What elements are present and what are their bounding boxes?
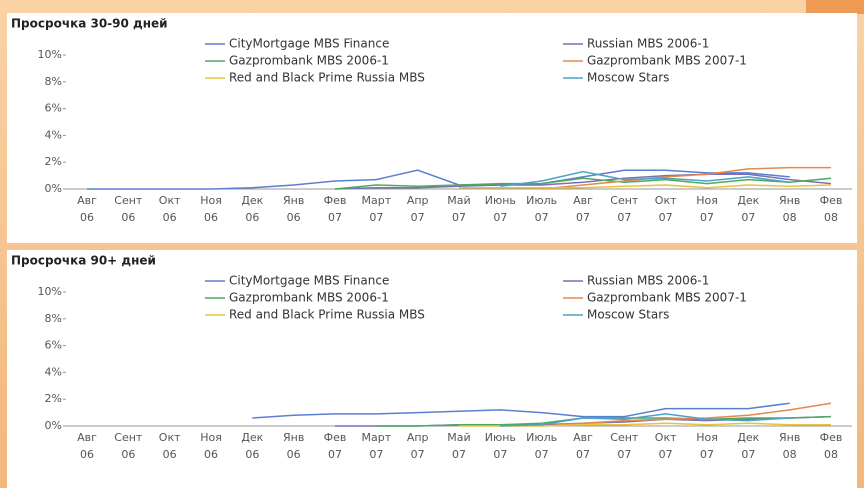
x-tick-label: Фев 08 <box>820 431 843 461</box>
x-tick-label: Окт 07 <box>655 194 677 224</box>
x-tick-label: Дек 07 <box>737 194 759 224</box>
y-tick-label: 4% <box>45 128 62 141</box>
y-tick-label: 4% <box>45 365 62 378</box>
x-tick-label: Июль 07 <box>526 194 557 224</box>
x-tick-label: Окт 06 <box>159 194 181 224</box>
legend-label: Russian MBS 2006-1 <box>587 274 709 288</box>
legend-label: CityMortgage MBS Finance <box>229 274 389 288</box>
legend-label: Gazprombank MBS 2007-1 <box>587 54 747 68</box>
legend-label: Moscow Stars <box>587 71 669 85</box>
series-line <box>500 413 790 427</box>
x-tick-label: Ноя 07 <box>696 431 718 461</box>
x-tick-label: Апр 07 <box>407 194 429 224</box>
y-tick-label: 0% <box>45 182 62 195</box>
x-tick-label: Сент 07 <box>610 194 639 224</box>
x-tick-label: Авг 06 <box>77 194 97 224</box>
x-tick-label: Сент 07 <box>610 431 639 461</box>
series-line <box>252 402 790 419</box>
series-line <box>541 166 831 190</box>
y-tick-label: 6% <box>45 102 62 115</box>
y-tick-label: 10% <box>38 48 62 61</box>
y-tick-label: 0% <box>45 419 62 432</box>
x-tick-label: Фев 08 <box>820 194 843 224</box>
x-tick-label: Июнь 07 <box>485 194 516 224</box>
legend-label: Gazprombank MBS 2006-1 <box>229 291 389 305</box>
legend-label: Red and Black Prime Russia MBS <box>229 308 425 322</box>
series-line <box>459 184 832 189</box>
x-tick-label: Окт 07 <box>655 431 677 461</box>
x-tick-label: Авг 06 <box>77 431 97 461</box>
x-tick-label: Окт 06 <box>159 431 181 461</box>
series-line <box>87 169 790 190</box>
x-tick-label: Ноя 06 <box>200 194 222 224</box>
x-tick-label: Апр 07 <box>407 431 429 461</box>
series-line <box>334 177 832 190</box>
x-tick-label: Фев 07 <box>324 431 347 461</box>
legend-label: Moscow Stars <box>587 308 669 322</box>
x-tick-label: Сент 06 <box>114 431 143 461</box>
y-tick-label: 6% <box>45 339 62 352</box>
x-tick-label: Янв 06 <box>283 194 304 224</box>
x-tick-label: Дек 06 <box>241 194 263 224</box>
x-tick-label: Янв 08 <box>779 431 800 461</box>
chart-title: Просрочка 90+ дней <box>11 254 156 268</box>
x-tick-label: Авг 07 <box>573 431 593 461</box>
panel <box>7 13 857 243</box>
x-tick-label: Март 07 <box>362 194 392 224</box>
corner-block <box>806 0 864 14</box>
x-tick-label: Дек 07 <box>737 431 759 461</box>
series-line <box>334 173 832 190</box>
x-tick-label: Фев 07 <box>324 194 347 224</box>
x-tick-label: Сент 06 <box>114 194 143 224</box>
y-tick-label: 2% <box>45 392 62 405</box>
panel <box>7 250 857 488</box>
x-tick-label: Май 07 <box>447 431 470 461</box>
series-line <box>500 170 790 188</box>
y-tick-label: 10% <box>38 285 62 298</box>
x-tick-label: Авг 07 <box>573 194 593 224</box>
x-tick-label: Март 07 <box>362 431 392 461</box>
x-tick-label: Ноя 07 <box>696 194 718 224</box>
legend-label: Gazprombank MBS 2006-1 <box>229 54 389 68</box>
x-tick-label: Май 07 <box>447 194 470 224</box>
x-tick-label: Янв 06 <box>283 431 304 461</box>
x-tick-label: Июнь 07 <box>485 431 516 461</box>
x-tick-label: Июль 07 <box>526 431 557 461</box>
chart-title: Просрочка 30-90 дней <box>11 17 168 31</box>
legend-label: Gazprombank MBS 2007-1 <box>587 291 747 305</box>
x-tick-label: Ноя 06 <box>200 431 222 461</box>
x-tick-label: Янв 08 <box>779 194 800 224</box>
series-line <box>541 402 832 427</box>
legend-label: Russian MBS 2006-1 <box>587 37 709 51</box>
x-tick-label: Дек 06 <box>241 431 263 461</box>
y-tick-label: 8% <box>45 75 62 88</box>
y-tick-label: 8% <box>45 312 62 325</box>
legend-label: CityMortgage MBS Finance <box>229 37 389 51</box>
y-tick-label: 2% <box>45 155 62 168</box>
legend-label: Red and Black Prime Russia MBS <box>229 71 425 85</box>
